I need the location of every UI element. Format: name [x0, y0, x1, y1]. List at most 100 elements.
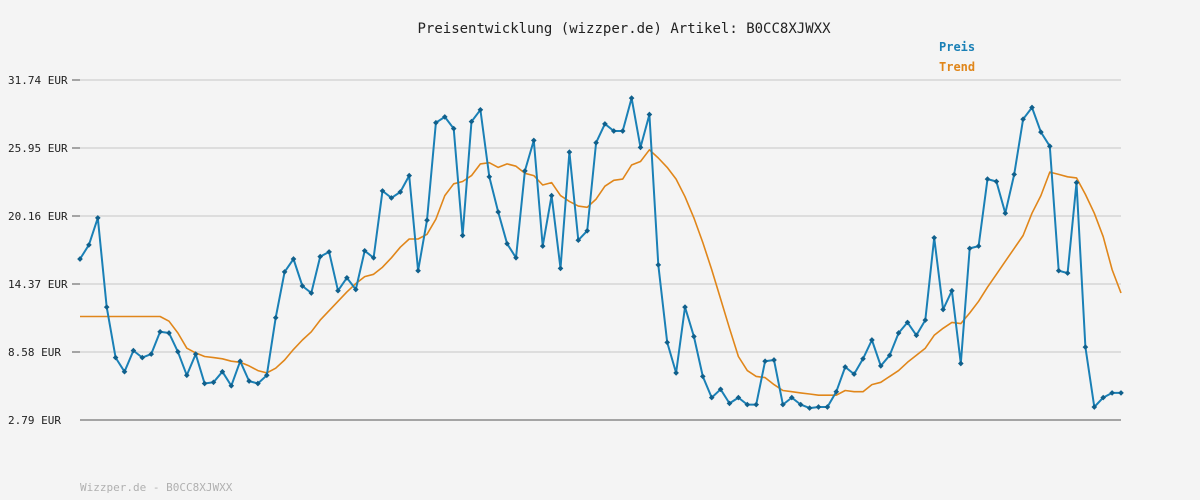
preis-point [326, 249, 332, 255]
preis-point [691, 333, 697, 340]
preis-point [103, 304, 110, 310]
preis-point [397, 189, 404, 195]
preis-point [1091, 404, 1098, 410]
preis-point [281, 269, 288, 275]
preis-point [441, 114, 448, 120]
preis-point [922, 317, 929, 323]
preis-point [984, 176, 991, 182]
preis-point [1118, 390, 1124, 396]
preis-point [477, 106, 484, 113]
y-tick-label: 14.37 EUR [8, 278, 68, 291]
preis-point [379, 188, 386, 194]
preis-points [77, 95, 1124, 411]
preis-point [450, 125, 457, 132]
preis-point [833, 388, 840, 395]
preis-point [290, 256, 297, 262]
preis-point [539, 243, 546, 249]
preis-point [619, 128, 626, 134]
preis-point [682, 304, 688, 310]
preis-point [966, 245, 973, 252]
preis-point [904, 319, 911, 326]
preis-point [869, 337, 875, 343]
preis-point [584, 227, 591, 234]
preis-point [77, 256, 83, 262]
preis-point [1073, 179, 1080, 186]
preis-point [646, 111, 653, 118]
preis-point [459, 232, 466, 239]
preis-point [1109, 390, 1115, 396]
preis-point [788, 394, 795, 401]
preis-point [308, 290, 315, 296]
preis-point [361, 247, 368, 254]
preis-point [699, 373, 706, 380]
preis-point [1046, 143, 1053, 150]
preis-point [949, 287, 955, 294]
grid [80, 79, 1121, 353]
preis-point [504, 240, 510, 247]
preis-point [139, 354, 146, 361]
preis-point [130, 347, 137, 354]
y-tick-label: 20.16 EUR [8, 210, 68, 223]
preis-point [237, 358, 244, 365]
preis-point [1038, 129, 1044, 135]
preis-point [1064, 270, 1071, 276]
preis-series-line [79, 97, 1121, 410]
preis-point [433, 119, 439, 126]
preis-point [628, 95, 635, 101]
preis-point [228, 382, 235, 389]
preis-point [753, 401, 760, 408]
preis-point [557, 265, 564, 272]
preis-point [708, 394, 715, 401]
preis-point [201, 380, 208, 387]
preis-point [530, 137, 537, 144]
preis-point [1002, 210, 1009, 217]
preis-point [352, 286, 359, 293]
preis-point [406, 172, 413, 179]
preis-point [344, 274, 350, 281]
preis-point [175, 348, 181, 355]
preis-point [566, 149, 573, 155]
preis-point [744, 401, 751, 408]
preis-point [815, 404, 822, 410]
preis-point [495, 209, 502, 215]
preis-point [166, 330, 172, 336]
preis-point [664, 339, 671, 346]
y-axis-ticks: 31.74 EUR 25.95 EUR 20.16 EUR 14.37 EUR 8.58… [8, 74, 80, 427]
preis-point [877, 363, 884, 369]
preis-point [735, 394, 742, 401]
chart-title: Preisentwicklung (wizzper.de) Artikel: B… [417, 21, 831, 37]
preis-point [1029, 104, 1035, 111]
preis-point [522, 168, 528, 174]
preis-point [717, 386, 724, 393]
preis-point [895, 330, 902, 336]
y-tick-label: 8.58 EUR [8, 346, 61, 359]
preis-point [940, 306, 946, 313]
preis-point [263, 372, 270, 379]
preis-point [575, 237, 582, 244]
preis-point [94, 215, 101, 221]
preis-point [1020, 116, 1026, 123]
preis-point [762, 358, 768, 365]
preis-point [1011, 171, 1018, 178]
preis-point [255, 380, 261, 387]
preis-point [246, 378, 252, 384]
legend-preis: Preis [939, 40, 975, 54]
preis-point [957, 360, 964, 367]
preis-point [1082, 344, 1089, 350]
preis-point [913, 332, 920, 339]
preis-point [886, 352, 893, 359]
preis-point [602, 121, 608, 127]
preis-point [121, 368, 128, 375]
preis-point [157, 328, 163, 335]
preis-point [148, 351, 155, 357]
preis-point [299, 283, 306, 289]
preis-point [771, 357, 777, 363]
trend-series-line [80, 149, 1122, 397]
preis-point [1100, 394, 1107, 401]
preis-point [806, 405, 813, 411]
preis-point [192, 351, 199, 357]
preis-point [210, 379, 217, 386]
y-tick-label: 25.95 EUR [8, 142, 68, 155]
preis-point [272, 314, 279, 321]
